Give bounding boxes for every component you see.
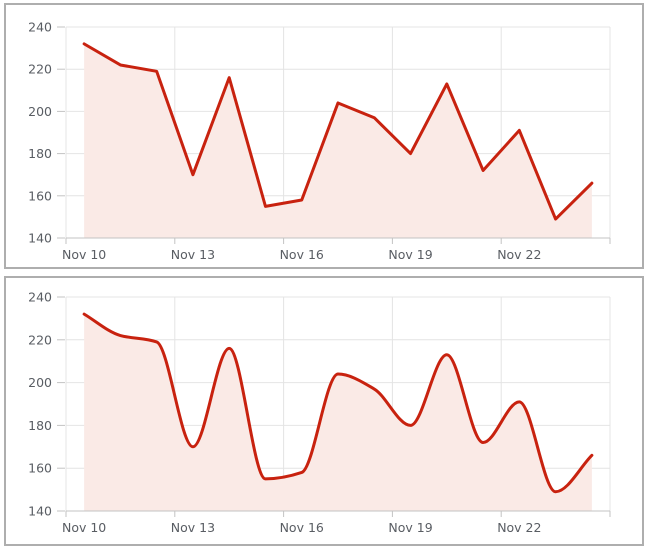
- y-tick-label: 240: [28, 290, 52, 305]
- y-tick-label: 220: [28, 332, 52, 347]
- x-tick-label: Nov 13: [171, 247, 215, 262]
- y-tick-label: 140: [28, 231, 52, 246]
- y-tick-label: 220: [28, 62, 52, 77]
- y-tick-label: 200: [28, 104, 52, 119]
- y-tick-label: 160: [28, 461, 52, 476]
- series-area-fill: [84, 43, 592, 238]
- chart-panel-smooth: 140 160 180 200 220 240 Nov 10 Nov 13 Nov 16 Nov …: [4, 276, 644, 546]
- x-tick-label: Nov 16: [280, 247, 324, 262]
- x-tick-label: Nov 10: [62, 520, 106, 535]
- y-tick-label: 180: [28, 418, 52, 433]
- y-tick-label: 180: [28, 146, 52, 161]
- x-tick-label: Nov 22: [497, 247, 541, 262]
- series-line: [82, 312, 594, 494]
- x-tick-label: Nov 19: [388, 247, 432, 262]
- x-tick-label: Nov 16: [280, 520, 324, 535]
- y-tick-label: 200: [28, 375, 52, 390]
- area-chart-straight: 140 160 180 200 220 240 Nov 10 Nov 13 Nov 16 Nov …: [28, 20, 611, 262]
- x-tick-label: Nov 19: [388, 520, 432, 535]
- x-tick-label: Nov 13: [171, 520, 215, 535]
- y-tick-label: 140: [28, 504, 52, 519]
- area-chart-smooth: 140 160 180 200 220 240 Nov 10 Nov 13 Nov 16 Nov …: [28, 290, 611, 535]
- y-tick-label: 240: [28, 20, 52, 35]
- series-area-fill: [84, 314, 592, 511]
- x-tick-label: Nov 10: [62, 247, 106, 262]
- x-tick-label: Nov 22: [497, 520, 541, 535]
- series-line: [82, 42, 594, 221]
- chart-panel-straight: 140 160 180 200 220 240 Nov 10 Nov 13 Nov 16 Nov …: [4, 3, 644, 269]
- y-tick-label: 160: [28, 188, 52, 203]
